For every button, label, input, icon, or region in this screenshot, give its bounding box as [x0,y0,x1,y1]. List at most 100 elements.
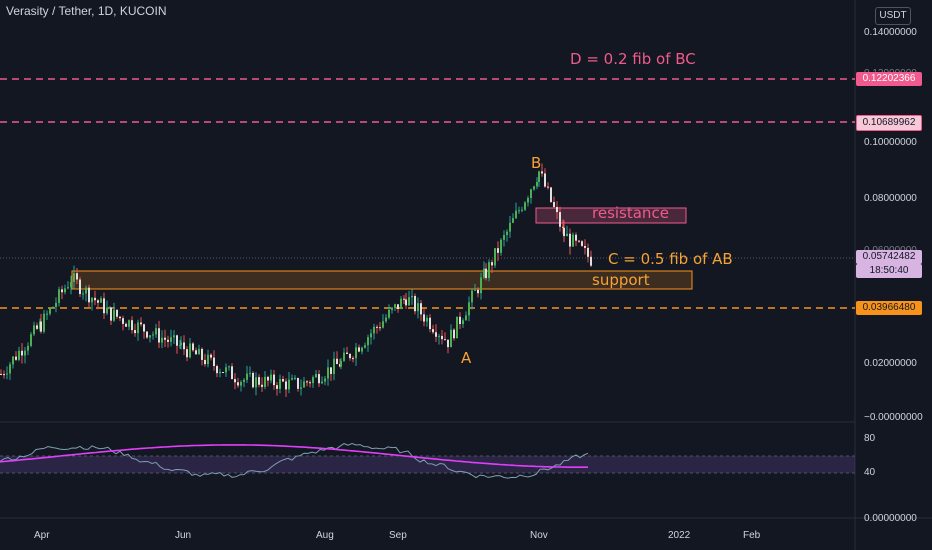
candle-body [512,218,514,223]
candle-body [249,372,251,374]
candle-body [24,350,26,356]
resistance-box[interactable] [535,207,687,224]
candle-body [394,304,396,308]
candle-body [400,298,402,309]
candle-body [330,367,332,374]
a-label: A [461,349,472,367]
candle-body [477,289,479,294]
candle-body [46,313,48,315]
candle-body [318,374,320,384]
candle-body [584,245,586,248]
candle-body [300,387,302,389]
candle-body [297,377,299,389]
candle-body [533,186,535,190]
candle-body [388,309,390,318]
candle-body [547,186,549,188]
candle-body [315,374,317,378]
candle-body [282,379,284,382]
candle-body [450,329,452,348]
candle-body [527,197,529,203]
chart-title: Verasity / Tether, 1D, KUCOIN [6,4,167,18]
candle-body [91,297,93,303]
candle-body [234,379,236,383]
candle-body [0,373,2,375]
candle-body [140,322,142,325]
candle-body [587,247,589,257]
candle-body [231,366,233,380]
candle-body [43,313,45,332]
candle-body [572,234,574,247]
d-level-badge: 0.12202366 [856,72,922,86]
candle-body [134,330,136,334]
candle-body [180,342,182,346]
candle-body [541,171,543,174]
candle-body [122,318,124,324]
candle-body [207,354,209,365]
countdown-badge: 18:50:40 [856,264,922,278]
candle-body [179,345,181,347]
candle-body [312,377,314,384]
candle-body [173,335,175,338]
candle-body [237,382,239,386]
candle-body [581,241,583,246]
candle-body [373,326,375,334]
candle-body [189,343,191,358]
candle-body [414,295,416,312]
candle-body [364,345,366,348]
candle-body [429,317,431,330]
candle-body [324,378,326,382]
candle-body [100,298,102,303]
candle-body [327,367,329,379]
candle-body [152,334,154,336]
candle-body [21,350,23,356]
candle-body [420,303,422,315]
candle-body [33,325,35,335]
candle-body [76,273,78,280]
candle-body [405,299,407,306]
candle-body [474,289,476,291]
candle-body [52,306,54,309]
candle-body [88,287,90,303]
candle-body [131,320,133,331]
candle-body [82,293,84,295]
candle-body [106,307,108,314]
candle-body [213,357,215,367]
candle-body [382,321,384,328]
candle-body [264,376,266,387]
candle-body [562,226,564,228]
candle-body [336,358,338,365]
candle-body [435,332,437,337]
support-level-badge: 0.03966480 [856,301,922,315]
candle-body [186,349,188,358]
candle-body [483,268,485,278]
rsi-tick: 0.00000000 [864,513,917,524]
candle-body [346,352,348,354]
rsi-line [0,442,589,479]
support-box[interactable] [71,270,693,290]
candle-body [288,379,290,390]
candle-body [569,233,571,247]
candle-body [367,337,369,346]
candle-body [85,287,87,294]
candle-body [67,287,69,289]
rsi-ma-line [0,444,588,469]
candle-body [459,316,461,325]
rsi-tick: 40 [864,467,876,478]
currency-button[interactable]: USDT [875,7,911,25]
candle-body [488,262,490,279]
candle-body [303,381,305,388]
candle-body [192,343,194,351]
candle-body [500,239,502,253]
candle-body [408,297,410,306]
b-label: B [531,154,542,172]
candle-body [279,379,281,389]
candle-body [306,381,308,383]
resistance-level-badge: 0.10689962 [856,115,922,131]
candle-body [456,316,458,339]
candle-body [379,327,381,329]
candle-body [103,298,105,314]
candle-body [125,323,127,327]
candle-body [566,233,568,237]
d-annotation: D = 0.2 fib of BC [570,50,696,68]
